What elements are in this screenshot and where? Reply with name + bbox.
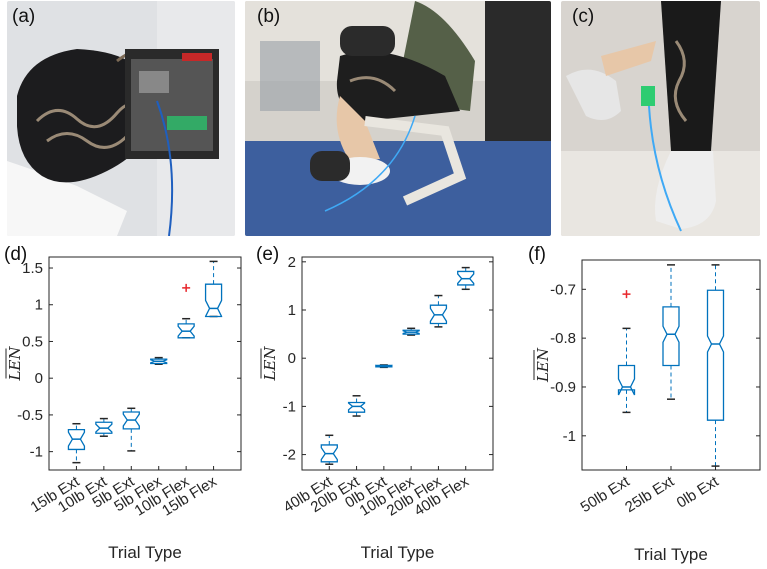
- box-d-2: [122, 411, 140, 430]
- x-axis-label-f: Trial Type: [634, 545, 708, 564]
- y-tick-label-f: -1: [563, 428, 576, 445]
- box-e-3: [402, 329, 420, 335]
- x-tick-label-f: 0lb Ext: [674, 473, 723, 512]
- photo-c-illustration: [561, 1, 760, 236]
- plot-frame-d: [48, 256, 242, 471]
- photo-panel-c: [561, 1, 760, 236]
- y-tick-label-d: 1.5: [22, 260, 43, 277]
- photo-panel-a: [7, 1, 235, 236]
- chart-label-f: (f): [528, 244, 546, 265]
- x-tick-label-f: 25lb Ext: [622, 473, 678, 517]
- y-axis-label-e: LEN: [261, 346, 279, 382]
- box-f-0: [617, 364, 636, 396]
- box-d-5: [204, 283, 223, 318]
- plot-frame-e: [301, 256, 494, 471]
- box-f-2: [706, 289, 725, 421]
- outlier-marker-f: [622, 290, 631, 299]
- x-axis-label-e: Trial Type: [361, 543, 435, 562]
- y-tick-label-d: 0.5: [22, 333, 43, 350]
- y-tick-label-d: 1: [35, 297, 43, 314]
- photo-label-a: (a): [12, 6, 36, 27]
- box-d-3: [150, 358, 168, 365]
- photo-label-b: (b): [257, 6, 281, 27]
- y-axis-label-d: LEN: [6, 346, 24, 382]
- chart-label-e: (e): [256, 244, 280, 265]
- y-tick-label-e: 2: [288, 254, 296, 271]
- x-axis-label-d: Trial Type: [108, 543, 182, 562]
- box-f-1: [662, 306, 680, 367]
- y-tick-label-f: -0.7: [550, 281, 576, 298]
- box-e-5: [457, 270, 475, 286]
- y-tick-label-d: -1: [30, 444, 43, 461]
- box-e-1: [347, 401, 366, 413]
- y-tick-label-f: -0.8: [550, 330, 576, 347]
- photo-panel-b: [245, 1, 551, 236]
- y-tick-label-d: 0: [35, 370, 43, 387]
- y-axis-label-f: LEN: [534, 347, 552, 383]
- box-e-0: [320, 444, 338, 463]
- box-d-0: [67, 428, 86, 451]
- box-e-4: [429, 304, 448, 325]
- photo-label-c: (c): [572, 6, 595, 27]
- box-d-1: [95, 421, 113, 434]
- y-tick-label-e: -2: [283, 447, 296, 464]
- y-tick-label-f: -0.9: [550, 379, 576, 396]
- y-tick-label-d: -0.5: [17, 407, 43, 424]
- box-e-2: [375, 364, 393, 368]
- y-tick-label-e: -1: [283, 398, 296, 415]
- y-tick-label-e: 0: [288, 350, 296, 367]
- x-tick-label-f: 50lb Ext: [578, 473, 634, 517]
- photo-b-illustration: [245, 1, 551, 236]
- chart-label-d: (d): [4, 244, 28, 265]
- outlier-marker-d: [182, 283, 191, 292]
- y-tick-label-e: 1: [288, 302, 296, 319]
- photo-a-illustration: [7, 1, 235, 236]
- box-d-4: [177, 323, 195, 339]
